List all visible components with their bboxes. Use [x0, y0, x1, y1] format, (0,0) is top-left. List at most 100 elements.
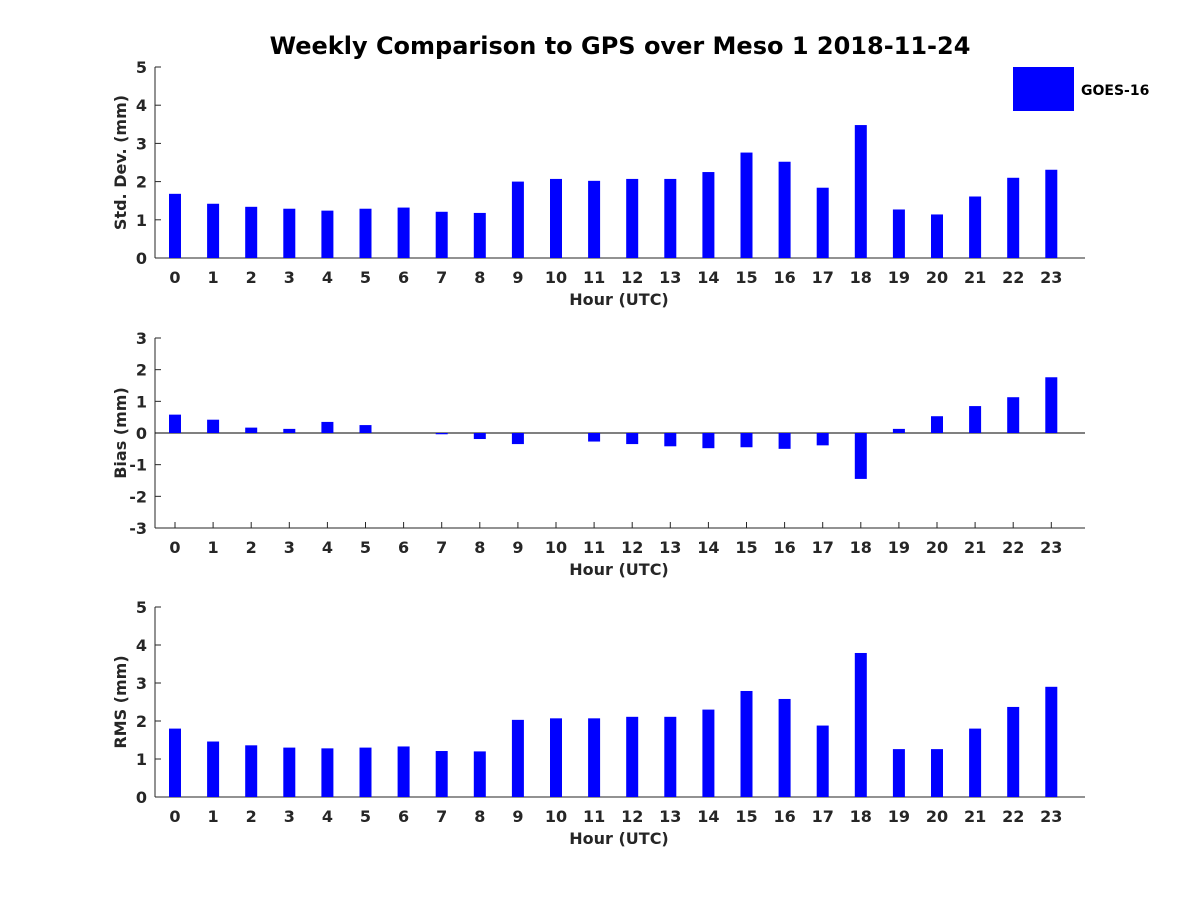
bar-rms-hour-6 [397, 746, 410, 797]
x-tick-label-rms: 19 [888, 807, 910, 826]
bar-rms-hour-5 [359, 747, 372, 797]
bar-rms-hour-21 [969, 728, 982, 797]
y-tick-label-std: 1 [136, 211, 147, 230]
x-tick-label-std: 6 [398, 268, 409, 287]
y-tick-label-std: 2 [136, 173, 147, 192]
bar-rms-hour-12 [626, 716, 639, 797]
x-tick-label-bias: 16 [773, 538, 795, 557]
x-tick-label-rms: 18 [850, 807, 872, 826]
bar-rms-hour-20 [931, 749, 943, 797]
bar-bias-hour-21 [969, 406, 982, 433]
x-tick-label-rms: 1 [208, 807, 219, 826]
bar-bias-hour-5 [359, 425, 372, 433]
x-tick-label-bias: 6 [398, 538, 409, 557]
x-tick-label-bias: 8 [474, 538, 485, 557]
y-axis-label-bias: Bias (mm) [111, 387, 130, 479]
x-tick-label-std: 13 [659, 268, 681, 287]
bar-bias-hour-12 [626, 433, 639, 445]
x-tick-label-std: 3 [284, 268, 295, 287]
x-tick-label-std: 22 [1002, 268, 1024, 287]
bar-std-hour-19 [892, 209, 905, 258]
bar-std-hour-15 [740, 152, 753, 258]
y-tick-label-std: 4 [136, 96, 147, 115]
legend: GOES-16 [1013, 67, 1149, 111]
x-tick-label-bias: 21 [964, 538, 986, 557]
x-tick-label-rms: 0 [169, 807, 180, 826]
x-tick-label-rms: 14 [697, 807, 719, 826]
y-tick-label-bias: 2 [136, 361, 147, 380]
x-axis-label-rms: Hour (UTC) [569, 829, 669, 848]
bar-std-hour-22 [1007, 177, 1020, 258]
x-tick-label-rms: 8 [474, 807, 485, 826]
bar-rms-hour-18 [854, 652, 867, 797]
bar-std-hour-12 [626, 178, 639, 258]
x-tick-label-std: 11 [583, 268, 605, 287]
y-axis-label-rms: RMS (mm) [111, 655, 130, 748]
y-tick-label-rms: 5 [136, 598, 147, 617]
bar-std-hour-0 [169, 193, 181, 258]
bar-bias-hour-2 [245, 427, 258, 433]
x-tick-label-std: 7 [436, 268, 447, 287]
legend-swatch [1013, 67, 1074, 111]
x-tick-label-rms: 4 [322, 807, 333, 826]
x-tick-label-bias: 22 [1002, 538, 1024, 557]
bar-rms-hour-3 [283, 747, 296, 797]
bar-bias-hour-9 [511, 433, 524, 445]
x-tick-label-std: 5 [360, 268, 371, 287]
y-tick-label-rms: 3 [136, 674, 147, 693]
bar-bias-hour-11 [588, 433, 601, 442]
x-tick-label-rms: 3 [284, 807, 295, 826]
bar-std-hour-14 [702, 172, 715, 258]
x-tick-label-bias: 14 [697, 538, 719, 557]
x-tick-label-bias: 12 [621, 538, 643, 557]
bar-std-hour-7 [435, 211, 448, 258]
chart-title: Weekly Comparison to GPS over Meso 1 201… [270, 32, 971, 60]
bar-bias-hour-7 [435, 433, 448, 435]
bar-bias-hour-22 [1007, 397, 1020, 433]
x-tick-label-std: 16 [773, 268, 795, 287]
x-tick-label-std: 0 [169, 268, 180, 287]
y-tick-label-bias: 3 [136, 329, 147, 348]
bar-rms-hour-7 [435, 751, 448, 797]
bar-std-hour-5 [359, 208, 372, 258]
bar-bias-hour-14 [702, 433, 715, 449]
bar-rms-hour-10 [550, 718, 562, 797]
x-tick-label-bias: 18 [850, 538, 872, 557]
bar-bias-hour-1 [207, 419, 220, 433]
x-tick-label-bias: 10 [545, 538, 567, 557]
x-tick-label-rms: 21 [964, 807, 986, 826]
bar-rms-hour-8 [473, 751, 486, 797]
bar-rms-hour-2 [245, 745, 258, 797]
y-tick-label-bias: -3 [129, 519, 147, 538]
x-tick-label-bias: 5 [360, 538, 371, 557]
x-tick-label-std: 14 [697, 268, 719, 287]
bar-std-hour-17 [816, 187, 829, 258]
x-tick-label-rms: 23 [1040, 807, 1062, 826]
bar-rms-hour-19 [892, 749, 905, 797]
bar-std-hour-10 [550, 178, 562, 258]
x-tick-label-bias: 20 [926, 538, 948, 557]
bar-std-hour-1 [207, 203, 220, 258]
x-tick-label-rms: 5 [360, 807, 371, 826]
bar-std-hour-21 [969, 196, 982, 258]
x-tick-label-bias: 7 [436, 538, 447, 557]
x-tick-label-rms: 16 [773, 807, 795, 826]
x-tick-label-std: 23 [1040, 268, 1062, 287]
y-tick-label-bias: 0 [136, 424, 147, 443]
x-tick-label-std: 18 [850, 268, 872, 287]
bar-rms-hour-17 [816, 725, 829, 797]
x-tick-label-rms: 22 [1002, 807, 1024, 826]
x-tick-label-std: 10 [545, 268, 567, 287]
x-axis-label-std: Hour (UTC) [569, 290, 669, 309]
bar-bias-hour-0 [169, 414, 181, 433]
x-tick-label-std: 8 [474, 268, 485, 287]
bar-std-hour-20 [931, 214, 943, 258]
x-tick-label-rms: 15 [735, 807, 757, 826]
bar-std-hour-3 [283, 208, 296, 258]
x-tick-label-bias: 2 [246, 538, 257, 557]
x-tick-label-bias: 11 [583, 538, 605, 557]
y-tick-label-bias: -1 [129, 456, 147, 475]
x-axis-label-bias: Hour (UTC) [569, 560, 669, 579]
y-tick-label-std: 0 [136, 249, 147, 268]
x-tick-label-rms: 17 [812, 807, 834, 826]
